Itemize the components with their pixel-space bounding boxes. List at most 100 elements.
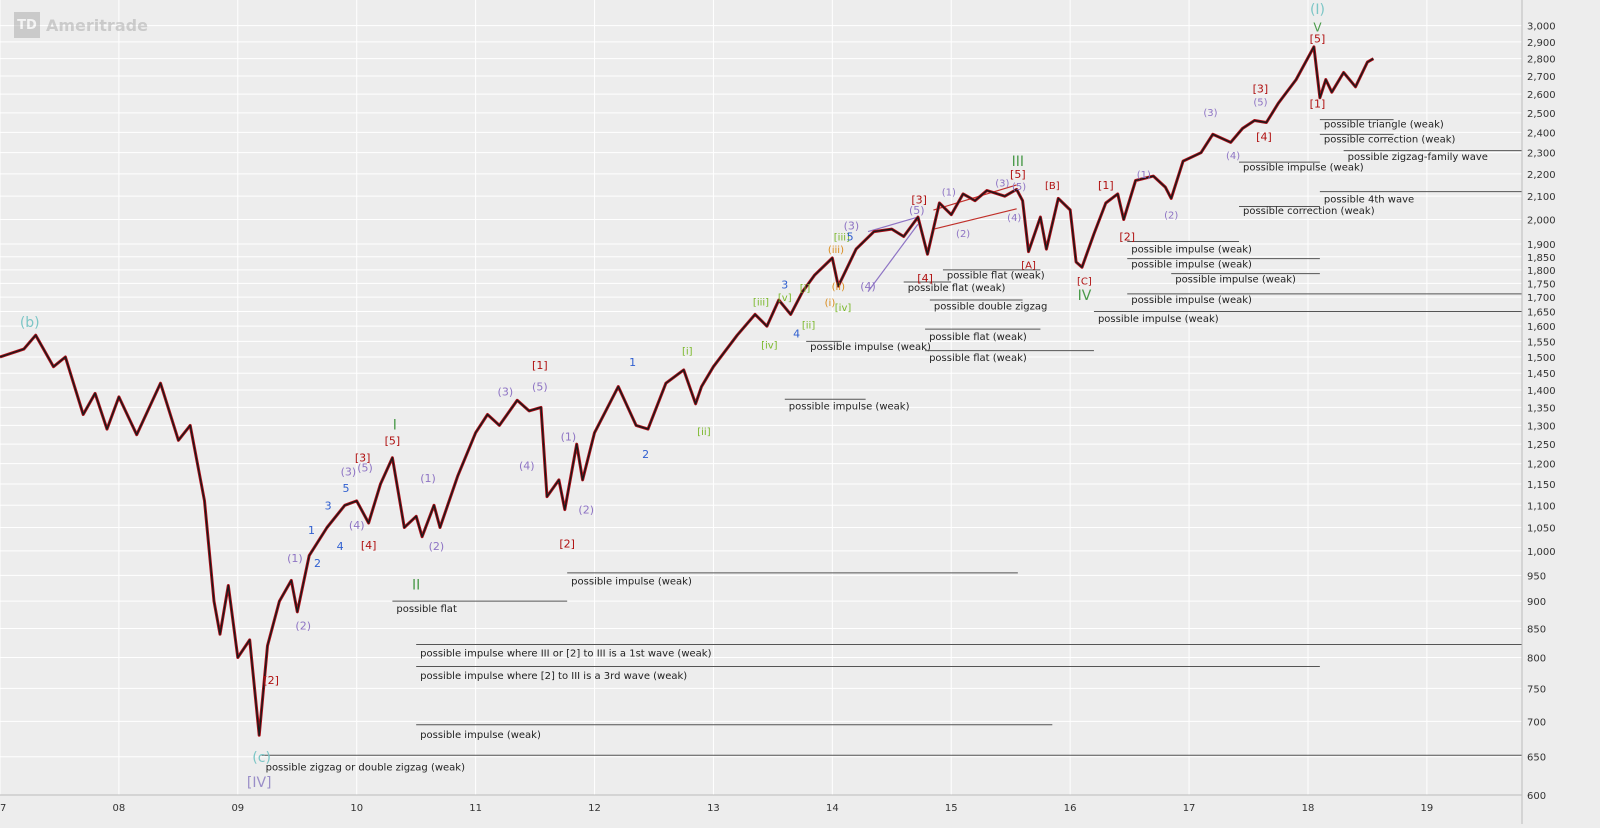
y-tick-label: 2,800 [1527, 55, 1556, 66]
wave-labels: (b)(c)[IV][2](2)(1) 21435(3)(4)(5)[3][4][… [20, 2, 1325, 791]
wave-label: [1] [532, 359, 548, 372]
wave-label: (1) [1137, 170, 1151, 181]
scenario-label: possible impulse (weak) [1098, 314, 1219, 325]
wave-label: 1 [308, 524, 315, 537]
scenario-label: possible flat [396, 604, 457, 615]
wave-label: [B] [1045, 181, 1060, 192]
wave-label: [IV] [247, 775, 272, 791]
y-tick-label: 1,300 [1527, 421, 1556, 432]
wave-label: (2) [1164, 211, 1178, 222]
wave-label: [2] [263, 674, 279, 687]
y-tick-label: 2,100 [1527, 192, 1556, 203]
y-tick-label: 1,700 [1527, 293, 1556, 304]
wave-label: [A] [1021, 261, 1036, 272]
y-tick-label: 1,100 [1527, 501, 1556, 512]
wave-label: [2] [1119, 231, 1135, 244]
scenario-label: possible impulse (weak) [420, 730, 541, 741]
wave-label: [iii] [834, 233, 850, 244]
wave-label: 2 [314, 557, 321, 570]
wave-label: [2] [559, 538, 575, 551]
scenario-label: possible impulse (weak) [1243, 162, 1364, 173]
y-tick-label: 1,500 [1527, 353, 1556, 364]
y-tick-label: 2,000 [1527, 215, 1556, 226]
wave-label: IV [1078, 288, 1092, 304]
brand-logo: TD Ameritrade [14, 12, 148, 38]
y-tick-label: 1,050 [1527, 523, 1556, 534]
wave-label: (5) [1253, 97, 1267, 108]
y-tick-label: 1,650 [1527, 307, 1556, 318]
x-tick-label: 13 [707, 803, 720, 814]
wave-label: [3] [355, 452, 371, 465]
wave-label: [i] [800, 283, 811, 294]
wave-label: [1] [1098, 179, 1114, 192]
wave-label: [iv] [835, 303, 852, 314]
x-tick-label: 07 [0, 803, 6, 814]
wave-label: III [1012, 154, 1024, 170]
trend-line [933, 184, 1017, 211]
wave-label: [5] [385, 434, 401, 447]
y-tick-label: 600 [1527, 791, 1546, 802]
grid [0, 0, 1522, 796]
trend-line [933, 208, 1017, 230]
y-tick-label: 2,600 [1527, 90, 1556, 101]
trend-lines [867, 184, 1017, 292]
wave-label: 4 [337, 540, 344, 553]
wave-label: 4 [793, 328, 800, 341]
wave-label: 1 [629, 356, 636, 369]
wave-label: [5] [1010, 168, 1026, 181]
scenario-label: possible impulse (weak) [571, 576, 692, 587]
y-tick-label: 1,850 [1527, 253, 1556, 264]
x-tick-label: 09 [231, 803, 244, 814]
wave-label: (1) [287, 552, 303, 565]
x-tick-label: 14 [826, 803, 839, 814]
scenario-label: possible correction (weak) [1324, 134, 1456, 145]
y-tick-label: 2,400 [1527, 128, 1556, 139]
wave-label: (c) [252, 750, 271, 766]
y-tick-label: 1,350 [1527, 403, 1556, 414]
wave-label: (2) [295, 620, 311, 633]
scenario-label: possible impulse (weak) [810, 342, 931, 353]
wave-label: (3) [844, 220, 860, 233]
wave-label: (5) [532, 381, 548, 394]
scenario-label: possible triangle (weak) [1324, 119, 1444, 130]
wave-label: (b) [20, 315, 40, 331]
scenario-label: possible flat (weak) [947, 271, 1045, 282]
wave-label: I [393, 417, 397, 433]
wave-label: (1) [420, 472, 436, 485]
y-tick-label: 1,800 [1527, 266, 1556, 277]
wave-label: 5 [343, 482, 350, 495]
wave-label: [4] [917, 272, 933, 285]
scenario-label: possible flat (weak) [908, 283, 1006, 294]
y-tick-label: 1,150 [1527, 480, 1556, 491]
y-tick-label: 2,900 [1527, 38, 1556, 49]
wave-label: [ii] [697, 427, 710, 438]
scenario-label: possible zigzag or double zigzag (weak) [266, 762, 465, 773]
wave-label: [C] [1077, 277, 1092, 288]
wave-label: 3 [325, 499, 332, 512]
trend-line [867, 223, 919, 292]
x-tick-label: 10 [350, 803, 363, 814]
y-tick-label: 1,200 [1527, 460, 1556, 471]
scenario-label: possible impulse (weak) [1131, 295, 1252, 306]
y-tick-label: 800 [1527, 653, 1546, 664]
axes: 600 650 700 750 800 850 900 950 1,000 1,050 1,100 1… [0, 0, 1556, 824]
scenario-label: possible impulse (weak) [789, 402, 910, 413]
wave-label: (4) [519, 460, 535, 473]
x-tick-label: 17 [1183, 803, 1196, 814]
x-tick-label: 19 [1421, 803, 1434, 814]
wave-label: [ii] [802, 321, 815, 332]
wave-label: [3] [911, 194, 927, 207]
scenario-label: possible double zigzag [934, 302, 1047, 313]
wave-label: (1) [561, 431, 577, 444]
wave-label: (5) [1012, 182, 1026, 193]
brand-name: Ameritrade [46, 15, 148, 35]
wave-label: [5] [1310, 33, 1326, 46]
y-tick-label: 2,700 [1527, 72, 1556, 83]
wave-label: [1] [1310, 97, 1326, 110]
wave-label: (5) [357, 462, 373, 475]
x-tick-label: 18 [1302, 803, 1315, 814]
scenario-label: possible impulse (weak) [1131, 245, 1252, 256]
wave-label: (3) [1203, 108, 1217, 119]
wave-label: (2) [429, 540, 445, 553]
